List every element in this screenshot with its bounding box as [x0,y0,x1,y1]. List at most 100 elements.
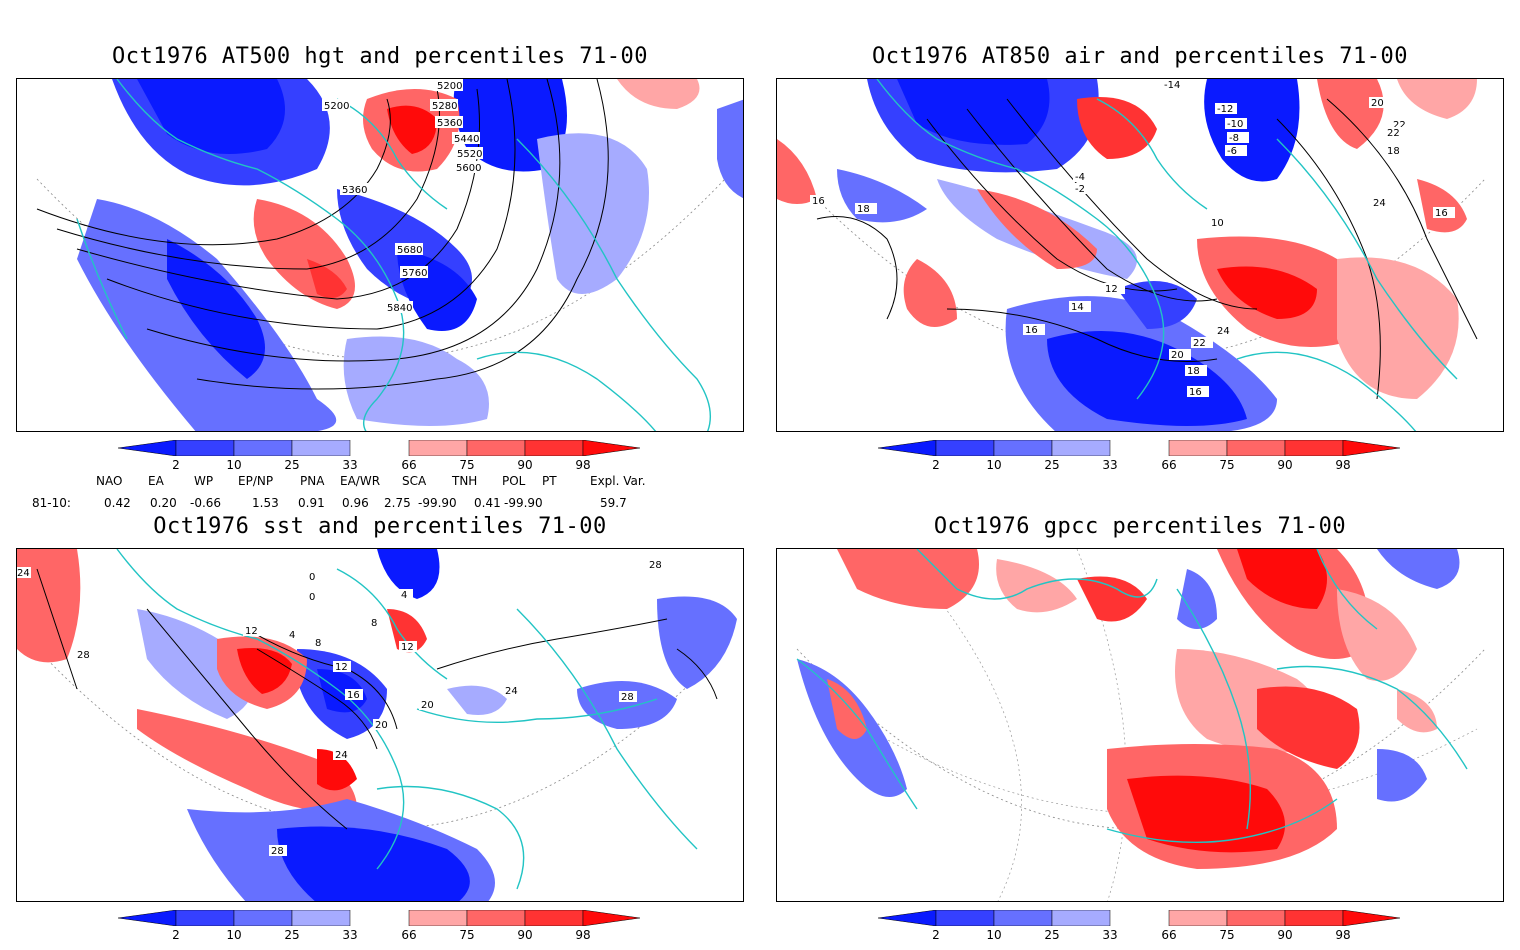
cbar-label: 98 [575,458,591,472]
contour-label: 18 [1387,146,1400,157]
cbar-label: 75 [459,928,475,942]
panel-title-air850: Oct1976 AT850 air and percentiles 71-00 [871,44,1409,69]
cbar-label: 25 [284,928,300,942]
contour-labels-sst: 24 28 12 4 8 12 16 20 24 28 20 24 28 0 0… [17,559,665,857]
cbar-label: 2 [932,928,940,942]
cbar-label: 90 [517,928,533,942]
map-sst: 24 28 12 4 8 12 16 20 24 28 20 24 28 0 0… [17,549,737,901]
cbar-label: 25 [284,458,300,472]
cbar-label: 66 [1161,458,1177,472]
index-table: NAO EA WP EP/NP PNA EA/WR SCA TNH POL PT… [0,474,760,514]
contour-label: -10 [1227,119,1243,130]
contour-labels-air850: -14 -12 -10 -8 -6 -4 -2 16 18 20 22 24 2… [810,79,1455,398]
colorbar-4: 2 10 25 33 66 75 90 98 [877,909,1418,950]
map-air850: -14 -12 -10 -8 -6 -4 -2 16 18 20 22 24 2… [777,79,1486,431]
contour-label: 5840 [387,303,412,314]
contour-label: 12 [245,626,258,637]
contour-label: -8 [1229,133,1239,144]
contour-label: 22 [1193,338,1206,349]
index-value: 0.91 [298,496,325,510]
contour-label: -6 [1227,146,1237,157]
cbar-label: 98 [1335,928,1351,942]
cbar-label: 33 [1102,928,1118,942]
contour-label: 20 [1371,98,1384,109]
contour-label: 5200 [324,101,349,112]
index-value: -99.90 [504,496,543,510]
contour-label: 12 [401,642,414,653]
cbar-label: 25 [1044,458,1060,472]
contour-label: 24 [17,568,30,579]
map-panel-sst: 24 28 12 4 8 12 16 20 24 28 20 24 28 0 0… [16,548,744,902]
contour-label: 5520 [457,149,482,160]
contour-label: -14 [1164,80,1180,91]
cbar-label: 75 [1219,458,1235,472]
colorbar-2: 2 10 25 33 66 75 90 98 [877,439,1418,480]
map-panel-gpcc [776,548,1504,902]
contour-label: 4 [401,590,407,601]
colorbar-3: 2 10 25 33 66 75 90 98 [117,909,658,950]
map-hgt500: 5200 5200 5280 5360 5440 5520 5600 5360 … [17,79,743,431]
contour-label: 28 [649,560,662,571]
panel-title-gpcc: Oct1976 gpcc percentiles 71-00 [933,514,1347,539]
contour-label: 4 [289,630,295,641]
panel-title-sst: Oct1976 sst and percentiles 71-00 [153,514,607,539]
contour-label: 24 [1217,326,1230,337]
cbar-label: 98 [1335,458,1351,472]
index-header: WP [194,474,214,488]
dome-outline [36,648,726,830]
index-value: -99.90 [418,496,457,510]
cbar-label: 2 [932,458,940,472]
cbar-label: 10 [226,928,242,942]
cbar-label: 66 [401,458,417,472]
index-value: 0.96 [342,496,369,510]
index-value: 0.20 [150,496,177,510]
contour-label: 10 [1211,218,1224,229]
contour-label: 20 [421,700,434,711]
contour-label: 16 [1435,208,1448,219]
index-header: EA/WR [340,474,381,488]
contour-label: 0 [309,572,315,583]
index-header: EP/NP [238,474,274,488]
contour-label: 20 [1171,350,1184,361]
index-value: 1.53 [252,496,279,510]
contour-label: 16 [1189,387,1202,398]
cbar-label: 2 [172,928,180,942]
contour-label: -2 [1075,184,1085,195]
contour-label: 18 [1187,366,1200,377]
map-panel-air850: -14 -12 -10 -8 -6 -4 -2 16 18 20 22 24 2… [776,78,1504,432]
panel-title-hgt500: Oct1976 AT500 hgt and percentiles 71-00 [111,44,649,69]
contour-label: 24 [335,750,348,761]
cbar-label: 90 [1277,928,1293,942]
cbar-label: 10 [226,458,242,472]
index-header: NAO [96,474,123,488]
index-header: POL [502,474,526,488]
contour-label: 24 [505,686,518,697]
index-row-label: 81-10: [32,496,71,510]
contour-label: 5280 [432,101,457,112]
index-header: TNH [452,474,478,488]
cbar-label: 10 [986,928,1002,942]
index-header: SCA [402,474,427,488]
index-header: EA [148,474,164,488]
contour-label: 8 [371,618,377,629]
cbar-label: 75 [459,458,475,472]
index-header: PNA [300,474,325,488]
contour-label: 5360 [437,118,462,129]
contour-label: 8 [315,638,321,649]
cbar-label: 25 [1044,928,1060,942]
contour-label: -4 [1075,172,1085,183]
contour-label: -12 [1217,104,1233,115]
contour-label: 22 [1387,128,1400,139]
index-value: -0.66 [190,496,222,510]
index-value: 59.7 [600,496,627,510]
colorbar-1: 2 10 25 33 66 75 90 98 [117,439,658,480]
cbar-label: 33 [342,458,358,472]
cbar-label: 90 [1277,458,1293,472]
contour-label: 28 [77,650,90,661]
index-value: 0.42 [104,496,131,510]
contour-label: 16 [347,690,360,701]
index-header: Expl. Var. [590,474,646,488]
contour-label: 18 [857,204,870,215]
contour-label: 28 [271,846,284,857]
index-value: 2.75 [384,496,411,510]
